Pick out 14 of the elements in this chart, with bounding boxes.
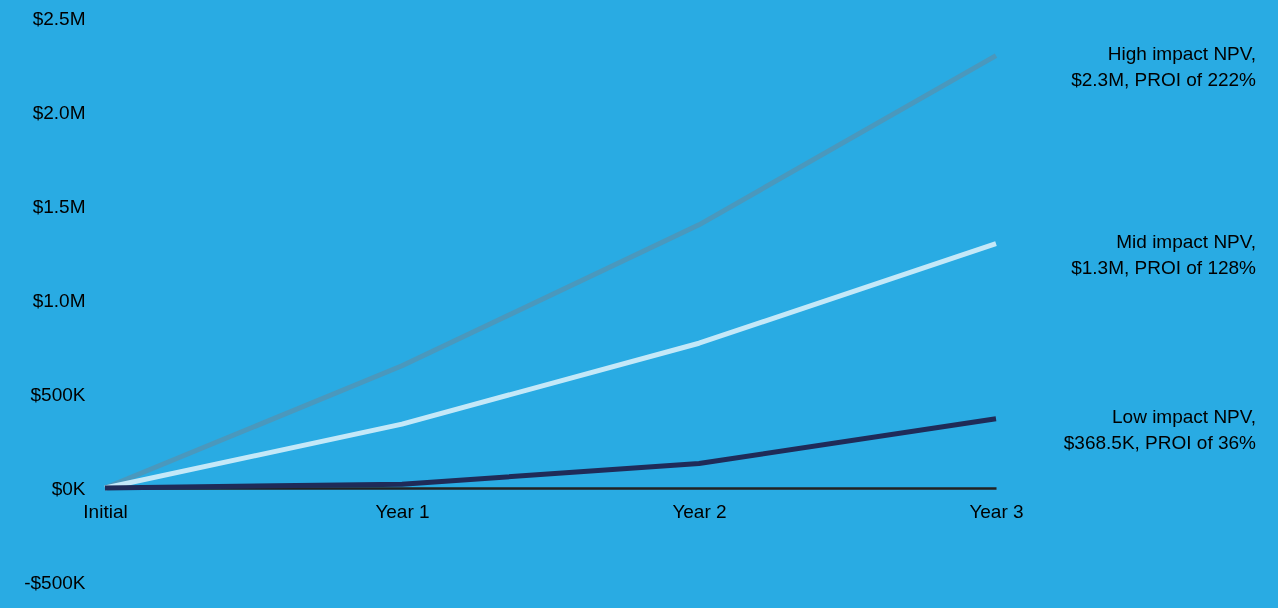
y-tick-label: $500K [30,383,86,405]
x-tick-label: Year 2 [672,500,727,522]
y-tick-label: $2.0M [32,101,86,123]
y-tick-label: -$500K [24,571,86,593]
x-tick-label: Year 1 [375,500,430,522]
y-tick-label: $0K [51,477,86,499]
y-tick-label: $1.0M [32,289,86,311]
text: Low impact NPV, $368.5K, PROI of 36% [1063,405,1257,453]
x-tick-label: Initial [83,500,128,522]
text: Mid impact NPV, $1.3M, PROI of 128% [1071,230,1257,278]
x-tick-label: Year 3 [969,500,1024,522]
y-tick-label: $2.5M [32,7,86,29]
text: High impact NPV, $2.3M, PROI of 222% [1071,42,1257,90]
y-tick-label: $1.5M [32,195,86,217]
